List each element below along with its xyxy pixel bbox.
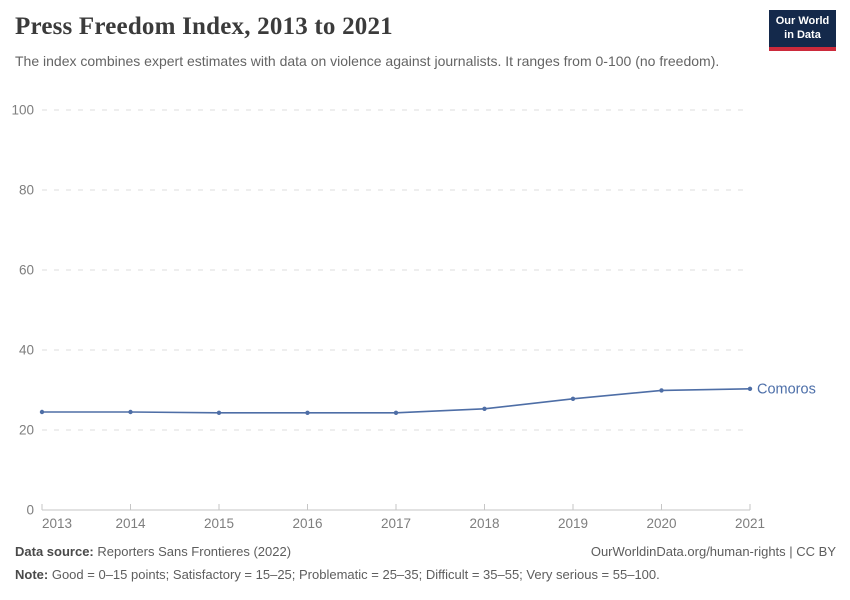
chart-footer: Data source: Reporters Sans Frontieres (… bbox=[15, 543, 836, 584]
note-label: Note: bbox=[15, 567, 49, 582]
data-point[interactable] bbox=[393, 410, 399, 415]
owid-link[interactable]: OurWorldinData.org/human-rights | CC BY bbox=[590, 544, 836, 559]
data-point[interactable] bbox=[128, 409, 133, 415]
x-axis-tick-label: 2015 bbox=[204, 516, 234, 531]
page-title: Press Freedom Index, 2013 to 2021 bbox=[15, 13, 393, 40]
owid-logo-line1: Our World bbox=[775, 15, 830, 27]
x-axis-tick-label: 2016 bbox=[292, 516, 322, 531]
y-axis-tick-label: 0 bbox=[26, 503, 34, 518]
data-point[interactable] bbox=[305, 410, 310, 415]
y-axis-tick-label: 60 bbox=[19, 263, 34, 278]
series-line[interactable] bbox=[42, 388, 751, 414]
x-axis-tick-label: 2021 bbox=[735, 516, 765, 531]
chart-subtitle: The index combines expert estimates with… bbox=[15, 53, 720, 69]
x-axis-tick-label: 2013 bbox=[42, 516, 72, 531]
data-point[interactable] bbox=[216, 410, 222, 415]
x-axis-tick-label: 2018 bbox=[469, 516, 499, 531]
data-source: Data source: Reporters Sans Frontieres (… bbox=[15, 543, 291, 561]
x-axis-tick-label: 2014 bbox=[115, 516, 146, 531]
entity-label[interactable]: Comoros bbox=[757, 381, 816, 397]
data-point[interactable] bbox=[482, 406, 487, 411]
data-point[interactable] bbox=[747, 386, 753, 391]
y-axis-tick-label: 20 bbox=[19, 423, 34, 438]
x-axis-tick-label: 2020 bbox=[646, 516, 676, 531]
data-source-label: Data source: bbox=[15, 544, 94, 559]
data-source-text: Reporters Sans Frontieres (2022) bbox=[97, 544, 292, 559]
x-axis-tick-label: 2017 bbox=[381, 516, 411, 531]
y-axis-tick-label: 80 bbox=[19, 183, 34, 198]
data-point[interactable] bbox=[39, 409, 45, 415]
note-text: Good = 0–15 points; Satisfactory = 15–25… bbox=[51, 567, 660, 582]
x-axis-tick-label: 2019 bbox=[558, 516, 588, 531]
data-point[interactable] bbox=[659, 388, 664, 393]
y-axis-tick-label: 40 bbox=[19, 343, 34, 358]
owid-logo: Our World in Data bbox=[769, 10, 836, 51]
owid-logo-line2: in Data bbox=[784, 28, 821, 41]
data-point[interactable] bbox=[570, 396, 576, 401]
y-axis-tick-label: 100 bbox=[11, 103, 34, 118]
chart-canvas[interactable]: 0 20 40 60 80 100 2013 2014 2015 2016 2017 2018 2019… bbox=[0, 0, 850, 540]
